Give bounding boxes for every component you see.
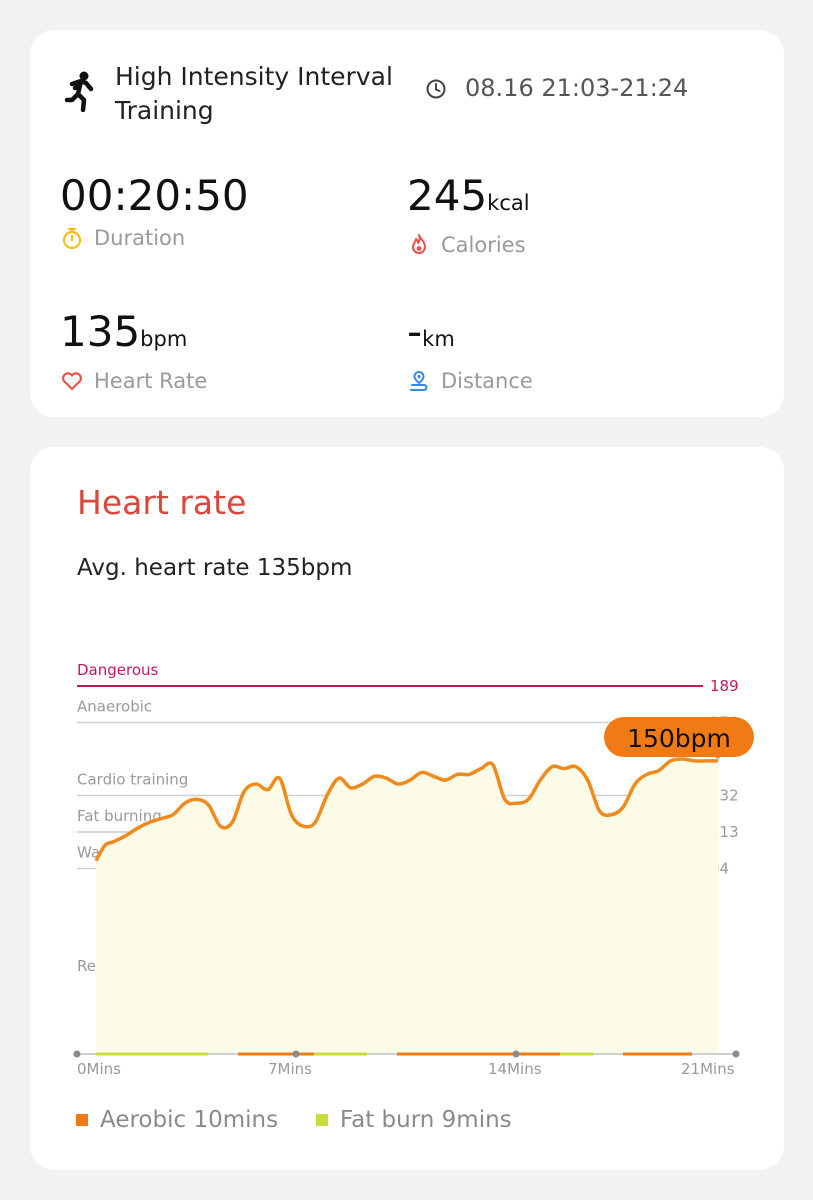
x-tick-label-7mins: 7Mins — [268, 1060, 312, 1078]
heart-rate-unit: bpm — [140, 327, 188, 351]
current-bpm-text: 150bpm — [627, 724, 731, 753]
distance-unit: km — [422, 327, 455, 351]
zone-label-fat-burning: Fat burning — [77, 807, 162, 825]
legend-aerobic-label: Aerobic 10mins — [100, 1107, 279, 1133]
distance-stat: -km Distance — [407, 307, 533, 394]
clock-icon — [426, 79, 446, 99]
zone-label-dangerous: Dangerous — [77, 661, 159, 679]
heart-rate-label: Heart Rate — [94, 369, 208, 393]
stopwatch-icon — [62, 227, 82, 250]
heart-rate-card: 189Dangerous170Anaerobic132Cardio traini… — [30, 447, 784, 1170]
distance-label: Distance — [441, 369, 533, 393]
zone-value-dangerous: 189 — [710, 677, 739, 695]
workout-title: High Intensity Interval Training — [115, 62, 393, 125]
zone-label-cardio-training: Cardio training — [77, 771, 188, 789]
legend-fat-burn: Fat burn 9mins — [316, 1107, 512, 1133]
heart-rate-value: 135 — [60, 307, 141, 356]
duration-stat: 00:20:50 Duration — [60, 171, 249, 251]
heart-rate-chart: 189Dangerous170Anaerobic132Cardio traini… — [73, 661, 754, 1078]
x-tick-label-0mins: 0Mins — [77, 1060, 121, 1078]
calories-stat: 245kcal Calories — [407, 171, 530, 258]
heart-rate-area — [96, 759, 718, 1054]
calories-unit: kcal — [487, 191, 530, 215]
workout-summary-card: High Intensity Interval Training 08.16 2… — [30, 30, 784, 417]
duration-value: 00:20:50 — [60, 171, 249, 220]
x-tick-label-14mins: 14Mins — [488, 1060, 542, 1078]
heart-rate-title: Heart rate — [77, 483, 247, 522]
duration-label: Duration — [94, 226, 186, 250]
calories-label: Calories — [441, 233, 526, 257]
x-tick-dot-2 — [512, 1050, 520, 1058]
x-tick-label-21mins: 21Mins — [681, 1060, 735, 1078]
heart-rate-stat: 135bpm Heart Rate — [60, 307, 208, 394]
zone-label-anaerobic: Anaerobic — [77, 698, 152, 716]
location-route-icon — [410, 370, 428, 391]
calories-value: 245 — [407, 171, 488, 220]
distance-value: - — [407, 307, 423, 356]
heart-icon — [62, 372, 82, 391]
fat-burn-swatch — [316, 1114, 328, 1126]
x-tick-dot-3 — [732, 1050, 740, 1058]
flame-icon — [412, 234, 426, 254]
running-person-icon — [64, 71, 94, 112]
workout-time-range: 08.16 21:03-21:24 — [465, 74, 689, 102]
average-heart-rate-text: Avg. heart rate 135bpm — [77, 555, 353, 581]
current-bpm-badge — [604, 717, 754, 757]
aerobic-swatch — [76, 1114, 88, 1126]
badge-pointer — [712, 755, 724, 759]
legend-aerobic: Aerobic 10mins — [76, 1107, 278, 1133]
x-tick-dot-1 — [292, 1050, 300, 1058]
x-tick-dot-0 — [73, 1050, 81, 1058]
heart-rate-line — [94, 757, 718, 862]
legend-fat-burn-label: Fat burn 9mins — [340, 1107, 512, 1133]
